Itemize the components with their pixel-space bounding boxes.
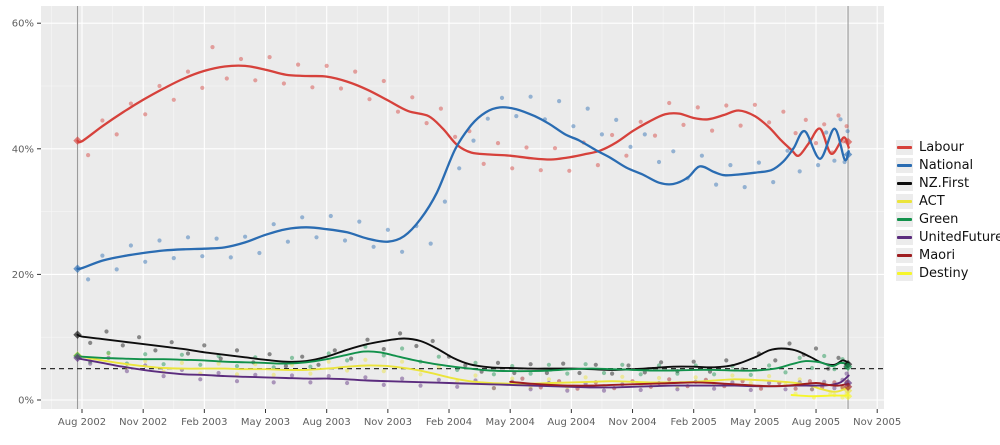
legend-item-green: Green: [896, 212, 1000, 227]
legend-label: UnitedFuture: [919, 230, 1000, 245]
legend-key-swatch-act: [896, 194, 913, 209]
x-tick-label: Aug 2002: [58, 417, 106, 428]
trend-line-maori: [509, 380, 850, 388]
legend-line-sample: [897, 182, 912, 185]
legend-line-sample: [897, 236, 912, 239]
x-axis-labels: Aug 2002 Nov 2002 Feb 2003 May 2003 Aug 2003…: [58, 417, 901, 428]
election-result-marker-national: [73, 264, 82, 273]
legend-key-swatch-nz-first: [896, 176, 913, 191]
x-tick-label: Aug 2005: [792, 417, 840, 428]
legend: Labour National NZ.First ACT Green UnitedFutu…: [896, 140, 1000, 281]
legend-item-national: National: [896, 158, 1000, 173]
legend-item-destiny: Destiny: [896, 266, 1000, 281]
legend-item-unitedfuture: UnitedFuture: [896, 230, 1000, 245]
legend-item-act: ACT: [896, 194, 1000, 209]
election-result-marker-nz-first: [73, 330, 82, 339]
x-tick-label: Nov 2003: [364, 417, 412, 428]
x-tick-label: Nov 2005: [853, 417, 901, 428]
grid-minor: [41, 6, 884, 409]
x-tick-label: May 2003: [241, 417, 290, 428]
trend-line-act: [76, 354, 850, 393]
y-axis-labels: 0% 20% 40% 60%: [12, 19, 34, 407]
x-tick-label: Aug 2003: [303, 417, 351, 428]
trend-line-destiny: [790, 394, 850, 398]
x-tick-label: Feb 2005: [671, 417, 717, 428]
legend-key-swatch-destiny: [896, 266, 913, 281]
trend-line-national: [76, 106, 850, 271]
election-date-lines: [76, 6, 849, 409]
legend-key-swatch-green: [896, 212, 913, 227]
x-tick-label: Nov 2002: [119, 417, 167, 428]
election-result-marker-green: [843, 362, 853, 371]
plot-panel: [41, 6, 884, 409]
y-tick-label: 0%: [18, 396, 34, 407]
x-tick-label: Nov 2004: [608, 417, 656, 428]
election-result-marker-national: [843, 150, 853, 159]
legend-label: Green: [919, 212, 959, 227]
legend-label: National: [919, 158, 974, 173]
election-result-marker-maori: [843, 382, 853, 392]
legend-key-swatch-maori: [896, 248, 913, 263]
election-result-marker-destiny: [843, 392, 853, 401]
axis-tick-marks: [37, 22, 878, 413]
trend-line-nz-first: [76, 333, 850, 371]
election-result-marker-unitedfuture: [73, 353, 82, 363]
legend-label: ACT: [919, 194, 945, 209]
y-tick-label: 20%: [12, 270, 34, 281]
legend-key-swatch-labour: [896, 140, 913, 155]
x-tick-label: May 2005: [730, 417, 779, 428]
legend-line-sample: [897, 146, 912, 149]
x-tick-label: Aug 2004: [547, 417, 595, 428]
trend-line-labour: [76, 64, 850, 161]
x-tick-label: May 2004: [486, 417, 535, 428]
election-result-marker-labour: [73, 136, 82, 145]
series-layer: [41, 45, 884, 401]
poll-points-labour: [86, 45, 849, 173]
y-tick-label: 40%: [12, 144, 34, 155]
legend-key-swatch-national: [896, 158, 913, 173]
legend-label: NZ.First: [919, 176, 970, 191]
poll-points-green: [88, 344, 849, 377]
trend-line-green: [76, 350, 850, 373]
legend-line-sample: [897, 218, 912, 221]
trend-line-unitedfuture: [76, 356, 850, 389]
legend-line-sample: [897, 200, 912, 203]
x-tick-label: Feb 2004: [426, 417, 472, 428]
legend-label: Destiny: [919, 266, 969, 281]
legend-label: Maori: [919, 248, 956, 263]
legend-item-nz-first: NZ.First: [896, 176, 1000, 191]
election-result-marker-labour: [843, 137, 853, 147]
y-tick-label: 60%: [12, 19, 34, 30]
legend-line-sample: [897, 164, 912, 167]
x-tick-label: Feb 2003: [181, 417, 227, 428]
legend-line-sample: [897, 272, 912, 275]
legend-key-swatch-unitedfuture: [896, 230, 913, 245]
legend-line-sample: [897, 254, 912, 257]
legend-item-maori: Maori: [896, 248, 1000, 263]
legend-item-labour: Labour: [896, 140, 1000, 155]
legend-label: Labour: [919, 140, 964, 155]
